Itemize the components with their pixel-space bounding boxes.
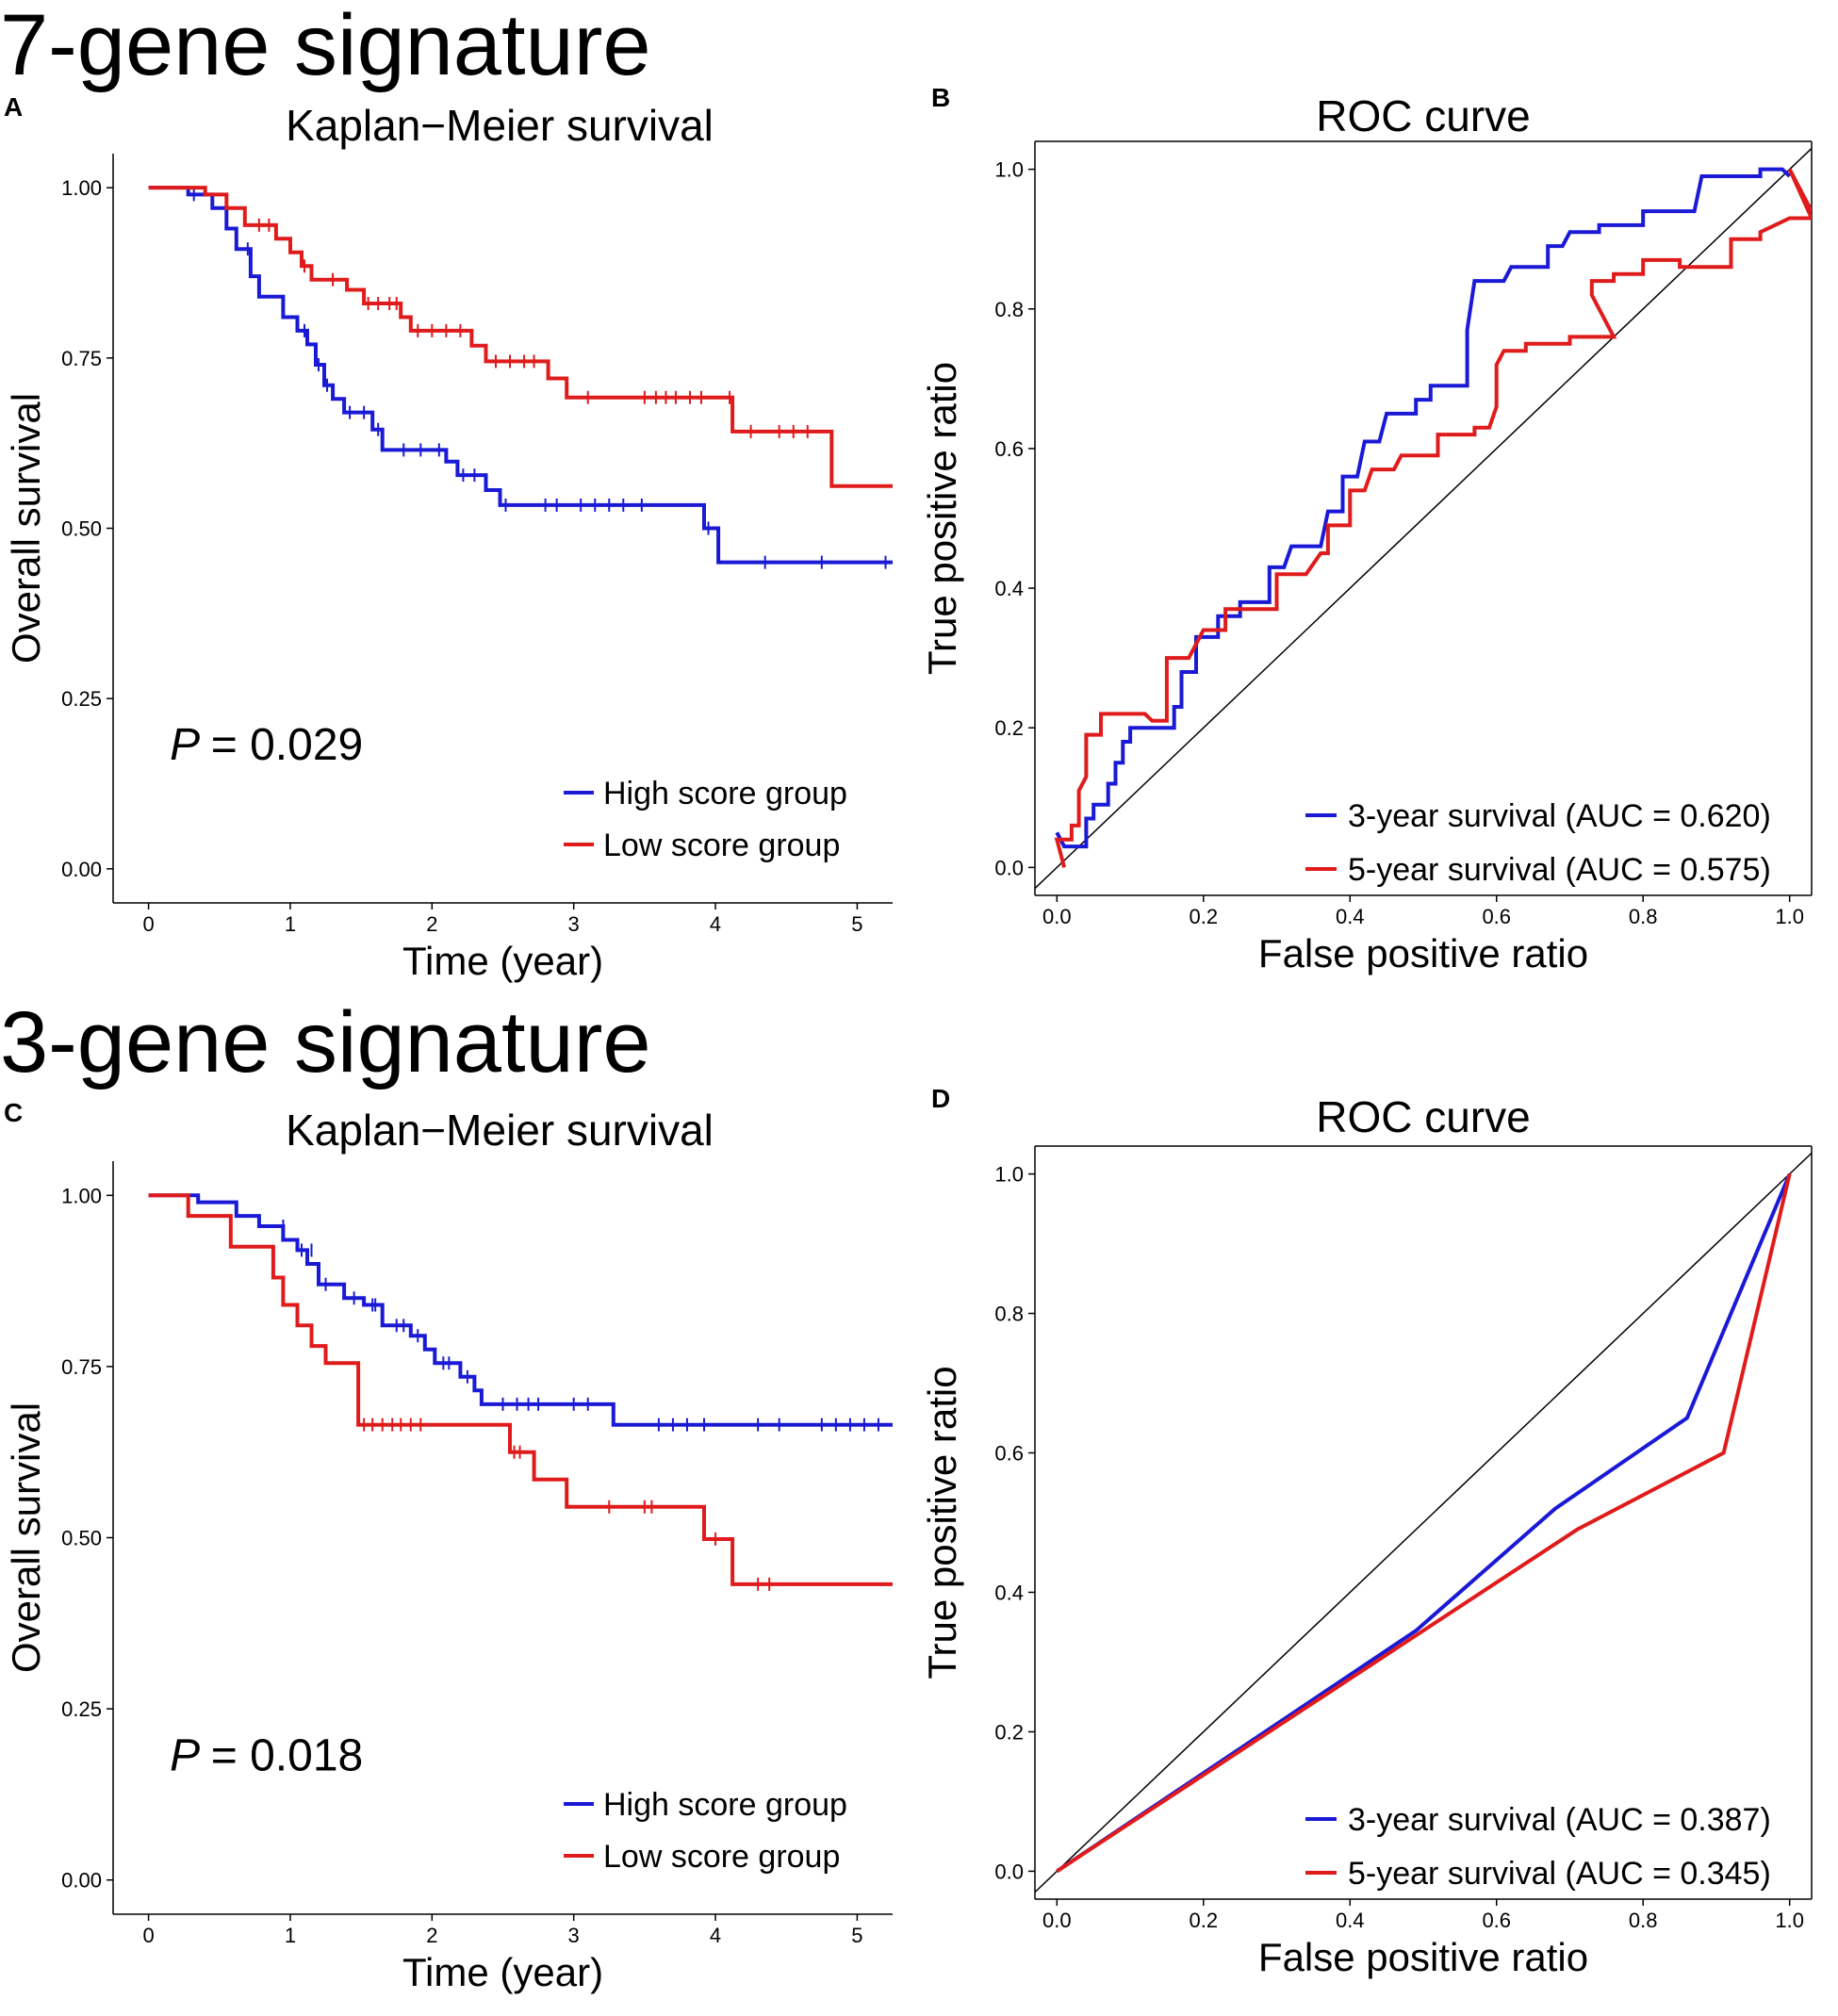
y-tick-label: 0.25: [61, 687, 102, 711]
y-tick-label: 0.0: [994, 856, 1024, 879]
legend-label-low: Low score group: [603, 1839, 840, 1875]
series-high-line: [148, 1193, 893, 1427]
y-axis-label: True positive ratio: [920, 1366, 964, 1679]
x-tick-label: 1.0: [1775, 1909, 1804, 1932]
series-low-line: [148, 1193, 893, 1586]
x-tick-label: 0: [142, 912, 154, 936]
plot-area: [148, 186, 893, 569]
y-tick-label: 0.75: [61, 1355, 102, 1379]
x-tick-label: 3: [568, 1924, 580, 1947]
x-tick-label: 4: [710, 912, 721, 936]
series-low-line: [1054, 168, 1812, 868]
y-tick-label: 0.75: [61, 347, 102, 370]
p-value-annotation: P = 0.029: [170, 720, 363, 770]
legend-label-high: High score group: [603, 776, 847, 811]
km-title-a: Kaplan−Meier survival: [286, 101, 714, 150]
y-tick-label: 0.4: [994, 577, 1024, 600]
x-tick-label: 1: [285, 1924, 296, 1947]
roc-title-b: ROC curve: [1316, 91, 1531, 140]
series-high-line: [148, 186, 893, 565]
y-tick-label: 0.25: [61, 1697, 102, 1721]
x-tick-label: 0: [142, 1924, 154, 1947]
p-value: = 0.018: [211, 1730, 363, 1780]
x-tick-label: 0.0: [1042, 1909, 1072, 1932]
x-tick-label: 2: [426, 1924, 437, 1947]
x-axis-label: Time (year): [402, 1950, 603, 1994]
x-tick-label: 0.2: [1189, 1909, 1218, 1932]
section-title-3-gene: 3-gene signature: [0, 994, 651, 1090]
legend-label-high: 3-year survival (AUC = 0.620): [1348, 798, 1771, 834]
reference-diagonal: [1035, 147, 1812, 890]
x-tick-label: 2: [426, 912, 437, 936]
x-tick-label: 0.4: [1336, 1909, 1365, 1932]
panel-letter-b: B: [931, 83, 951, 112]
y-tick-label: 0.50: [61, 1527, 102, 1550]
x-tick-label: 3: [568, 912, 580, 936]
x-tick-label: 1.0: [1775, 905, 1804, 928]
y-tick-label: 0.6: [994, 1442, 1024, 1466]
plot-area: [1035, 1152, 1812, 1893]
y-axis-label: Overall survival: [4, 393, 48, 664]
y-tick-label: 0.50: [61, 517, 102, 541]
x-tick-label: 0.4: [1336, 905, 1365, 928]
panel-letter-d: D: [931, 1084, 951, 1113]
y-tick-label: 0.00: [61, 858, 102, 881]
y-tick-label: 0.2: [994, 1720, 1024, 1744]
x-tick-label: 4: [710, 1924, 721, 1947]
p-value: = 0.029: [211, 720, 363, 770]
y-tick-label: 1.00: [61, 176, 102, 200]
legend-label-low: 5-year survival (AUC = 0.575): [1348, 852, 1771, 888]
y-tick-label: 0.00: [61, 1869, 102, 1893]
x-tick-label: 0.2: [1189, 905, 1218, 928]
x-tick-label: 0.6: [1482, 1909, 1511, 1932]
panel-letter-a: A: [4, 92, 24, 122]
series-high-line: [1055, 167, 1792, 849]
reference-diagonal: [1035, 1152, 1812, 1893]
y-tick-label: 1.0: [994, 158, 1024, 182]
km-title-c: Kaplan−Meier survival: [286, 1106, 714, 1155]
x-tick-label: 0.6: [1482, 905, 1511, 928]
y-tick-label: 0.0: [994, 1860, 1024, 1883]
plot-area: [148, 1193, 893, 1591]
y-tick-label: 0.4: [994, 1581, 1024, 1604]
x-tick-label: 0.8: [1629, 1909, 1658, 1932]
x-axis-label: False positive ratio: [1258, 1935, 1588, 1979]
roc-title-d: ROC curve: [1316, 1092, 1531, 1141]
legend-label-low: 5-year survival (AUC = 0.345): [1348, 1856, 1771, 1892]
x-tick-label: 0.8: [1629, 905, 1658, 928]
p-label: P: [170, 1730, 211, 1780]
x-tick-label: 1: [285, 912, 296, 936]
p-value-annotation: P = 0.018: [170, 1730, 363, 1780]
section-title-7-gene: 7-gene signature: [0, 0, 651, 93]
x-tick-label: 5: [851, 912, 862, 936]
y-tick-label: 0.6: [994, 437, 1024, 461]
series-high-line: [1056, 1172, 1792, 1874]
panel-letter-c: C: [4, 1098, 24, 1127]
x-axis-label: Time (year): [402, 939, 603, 983]
x-tick-label: 5: [851, 1924, 862, 1947]
x-tick-label: 0.0: [1042, 905, 1072, 928]
x-axis-label: False positive ratio: [1258, 931, 1588, 975]
series-low-line: [148, 186, 893, 488]
y-axis-label: True positive ratio: [920, 362, 964, 675]
y-tick-label: 0.8: [994, 1303, 1024, 1326]
y-tick-label: 0.2: [994, 716, 1024, 740]
p-label: P: [170, 720, 211, 770]
legend-label-low: Low score group: [603, 828, 840, 863]
legend-label-high: 3-year survival (AUC = 0.387): [1348, 1802, 1771, 1838]
y-tick-label: 0.8: [994, 298, 1024, 321]
series-low-line: [1056, 1173, 1792, 1874]
y-tick-label: 1.0: [994, 1163, 1024, 1187]
legend-label-high: High score group: [603, 1787, 847, 1823]
plot-area: [1035, 147, 1812, 890]
y-tick-label: 1.00: [61, 1184, 102, 1207]
y-axis-label: Overall survival: [4, 1402, 48, 1673]
